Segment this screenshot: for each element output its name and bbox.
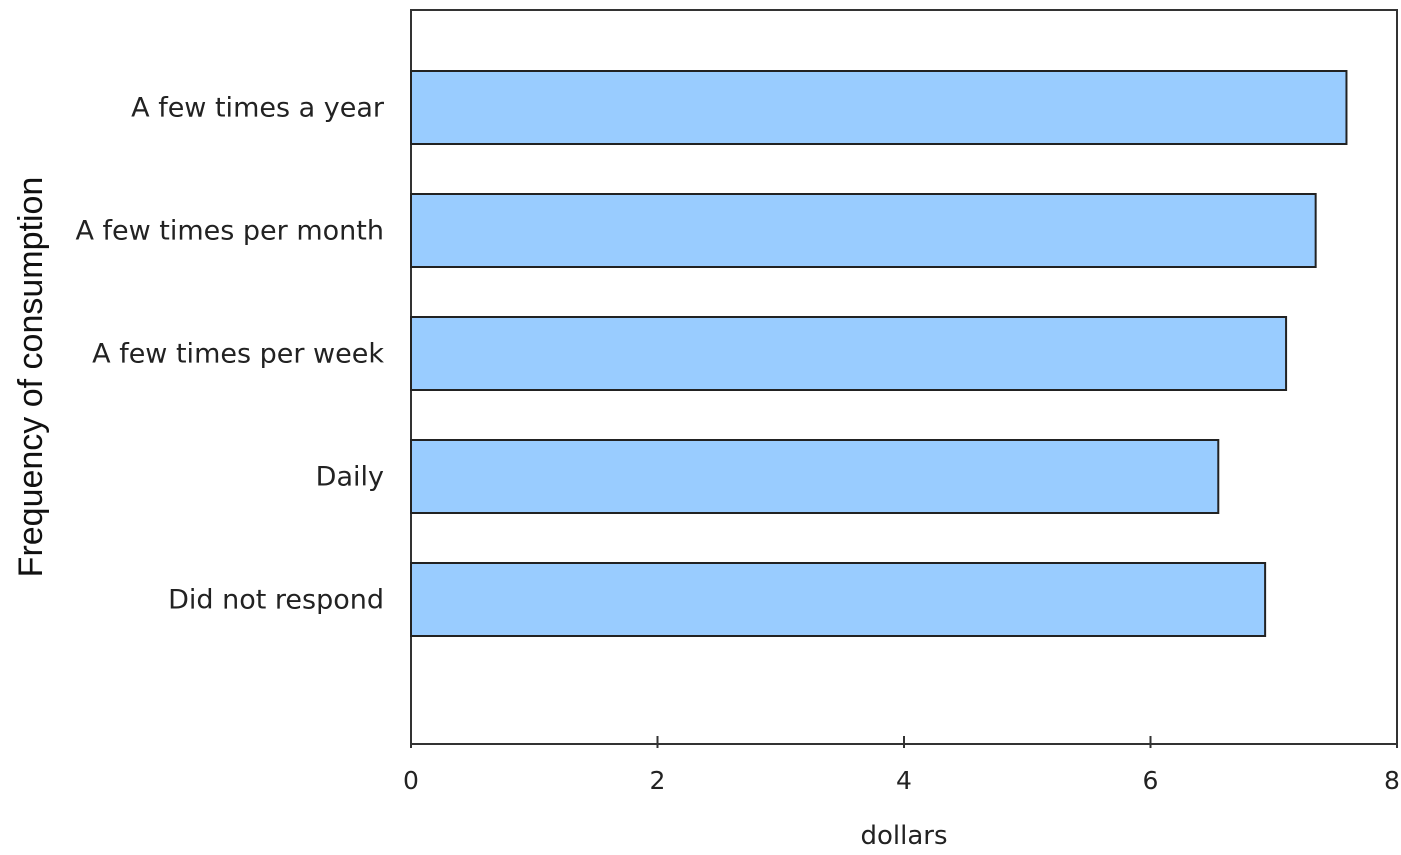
- bar: [410, 562, 1267, 637]
- x-tick-label: 0: [403, 766, 419, 795]
- bars-group: [410, 70, 1348, 637]
- category-label: A few times a year: [131, 93, 385, 124]
- bar: [410, 70, 1348, 145]
- bar: [410, 316, 1288, 391]
- category-labels-group: A few times a year A few times per month A…: [75, 93, 384, 616]
- category-label: Did not respond: [168, 585, 384, 616]
- x-tick-label: 2: [650, 766, 666, 795]
- category-label: A few times per week: [92, 339, 384, 370]
- category-label: A few times per month: [75, 216, 384, 247]
- x-axis-title: dollars: [860, 821, 947, 850]
- x-axis-ticks-group: 0 2 4 6 8: [403, 736, 1400, 795]
- x-tick-label: 6: [1143, 766, 1159, 795]
- bar: [410, 193, 1317, 268]
- bar: [410, 439, 1220, 514]
- x-tick-label: 4: [896, 766, 912, 795]
- y-axis-title: Frequency of consumption: [12, 177, 50, 578]
- category-label: Daily: [316, 462, 384, 493]
- x-tick-label: 8: [1384, 766, 1400, 795]
